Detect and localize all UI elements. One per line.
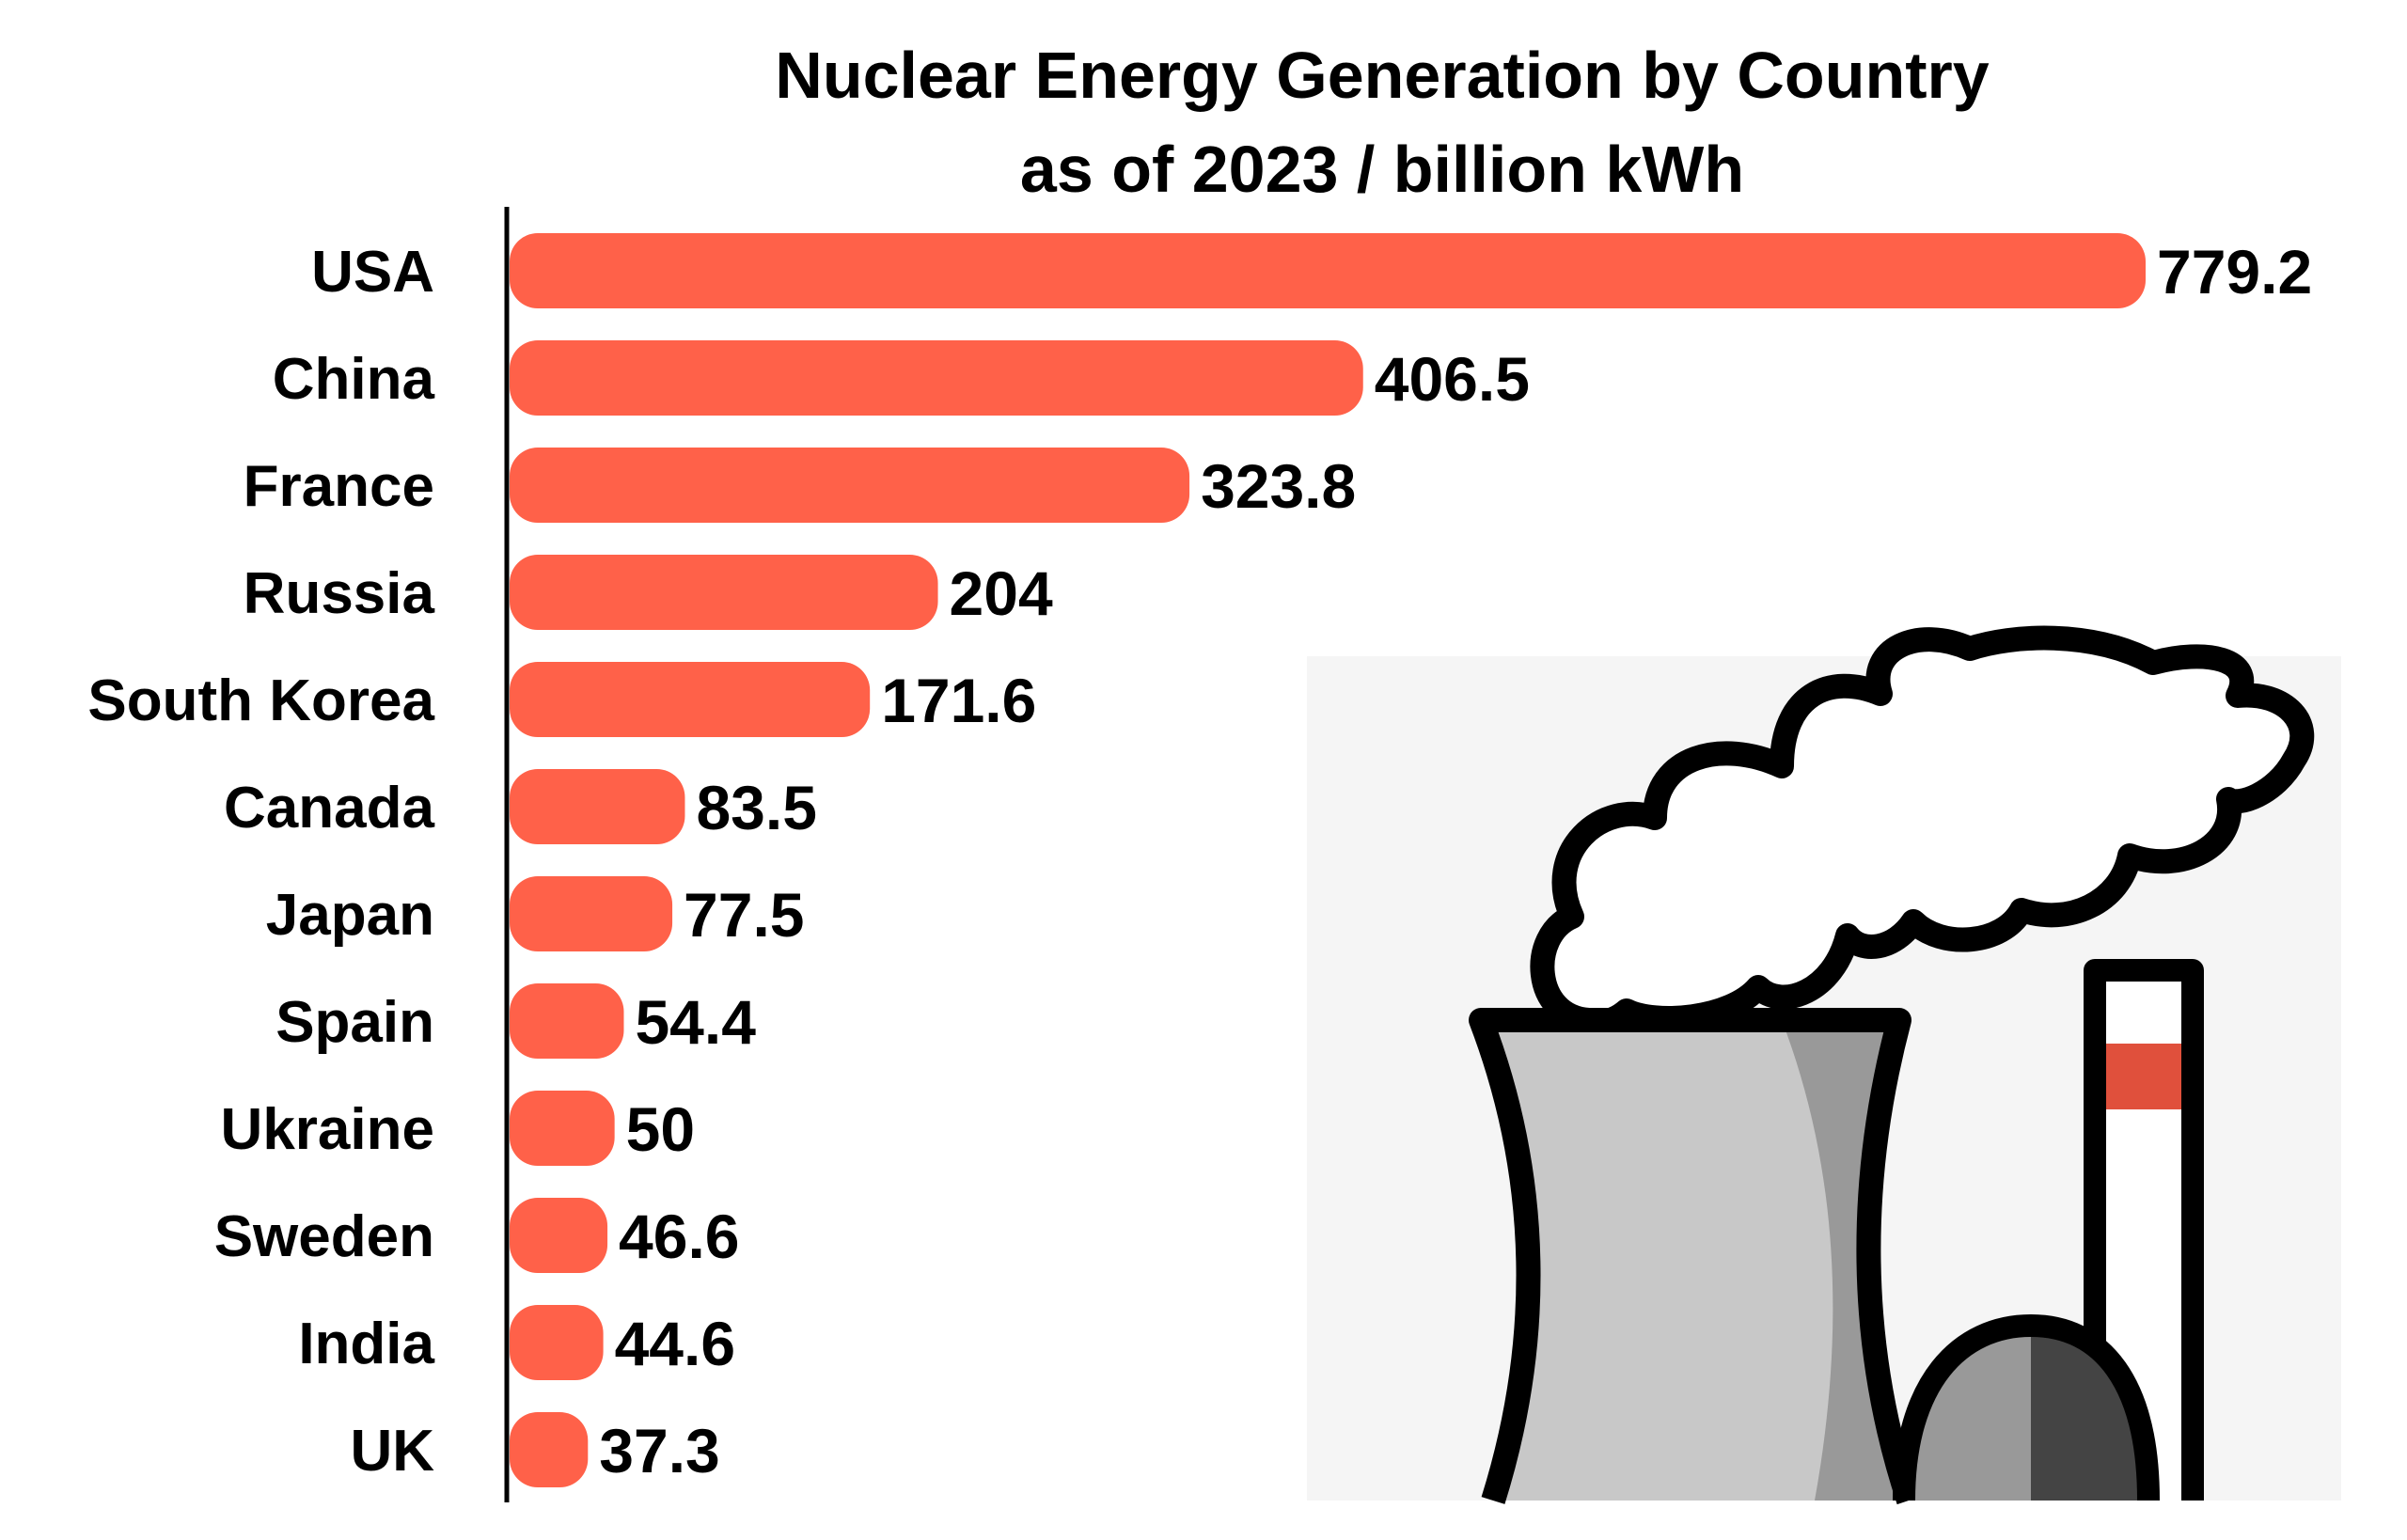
value-label: 83.5 <box>696 773 816 842</box>
chart-subtitle: as of 2023 / billion kWh <box>1020 133 1744 206</box>
bar <box>510 340 1363 416</box>
value-label: 323.8 <box>1201 451 1356 521</box>
reactor-dome-shade <box>2031 1326 2148 1501</box>
bar <box>510 876 673 951</box>
bars-layer: USA 779.2 China 406.5 France 323.8 Russia 204 So… <box>87 233 2312 1487</box>
chimney-stripe <box>2104 1044 2183 1109</box>
value-label: 204 <box>950 558 1053 628</box>
nuclear-power-plant-icon <box>1307 625 2341 1505</box>
cooling-tower <box>1481 1020 1909 1501</box>
bar <box>510 1305 604 1380</box>
category-label: France <box>244 454 434 519</box>
reactor-dome-outline <box>1893 1313 2160 1501</box>
category-label: Russia <box>244 561 435 626</box>
value-label: 406.5 <box>1375 344 1530 414</box>
category-label: India <box>298 1312 434 1376</box>
category-label: China <box>273 347 435 412</box>
chimney-outline <box>2084 959 2204 1501</box>
bar <box>510 1198 608 1273</box>
value-label: 37.3 <box>599 1416 719 1485</box>
value-label: 54.4 <box>635 987 756 1057</box>
steam-cloud <box>1530 625 2315 1034</box>
category-label: Sweden <box>214 1204 434 1269</box>
category-label: Japan <box>266 883 434 948</box>
chart-title: Nuclear Energy Generation by Country <box>775 39 1989 112</box>
bar <box>510 233 2146 308</box>
bar <box>510 555 938 630</box>
value-label: 77.5 <box>684 880 804 950</box>
category-label: USA <box>311 240 434 305</box>
category-label: Canada <box>224 776 434 841</box>
value-label: 44.6 <box>615 1309 735 1378</box>
bar <box>510 1412 589 1487</box>
bar <box>510 662 871 737</box>
category-label: Ukraine <box>221 1097 434 1162</box>
value-label: 171.6 <box>881 666 1036 735</box>
bar <box>510 1091 615 1166</box>
cooling-tower-outline <box>1469 1008 1921 1505</box>
value-label: 779.2 <box>2157 237 2312 306</box>
bar <box>510 448 1190 523</box>
value-label: 46.6 <box>619 1202 739 1271</box>
category-label: South Korea <box>87 668 434 733</box>
value-label: 50 <box>626 1094 695 1164</box>
bar <box>510 983 624 1059</box>
category-label: Spain <box>275 990 434 1055</box>
bar <box>510 769 685 844</box>
category-label: UK <box>350 1419 434 1484</box>
